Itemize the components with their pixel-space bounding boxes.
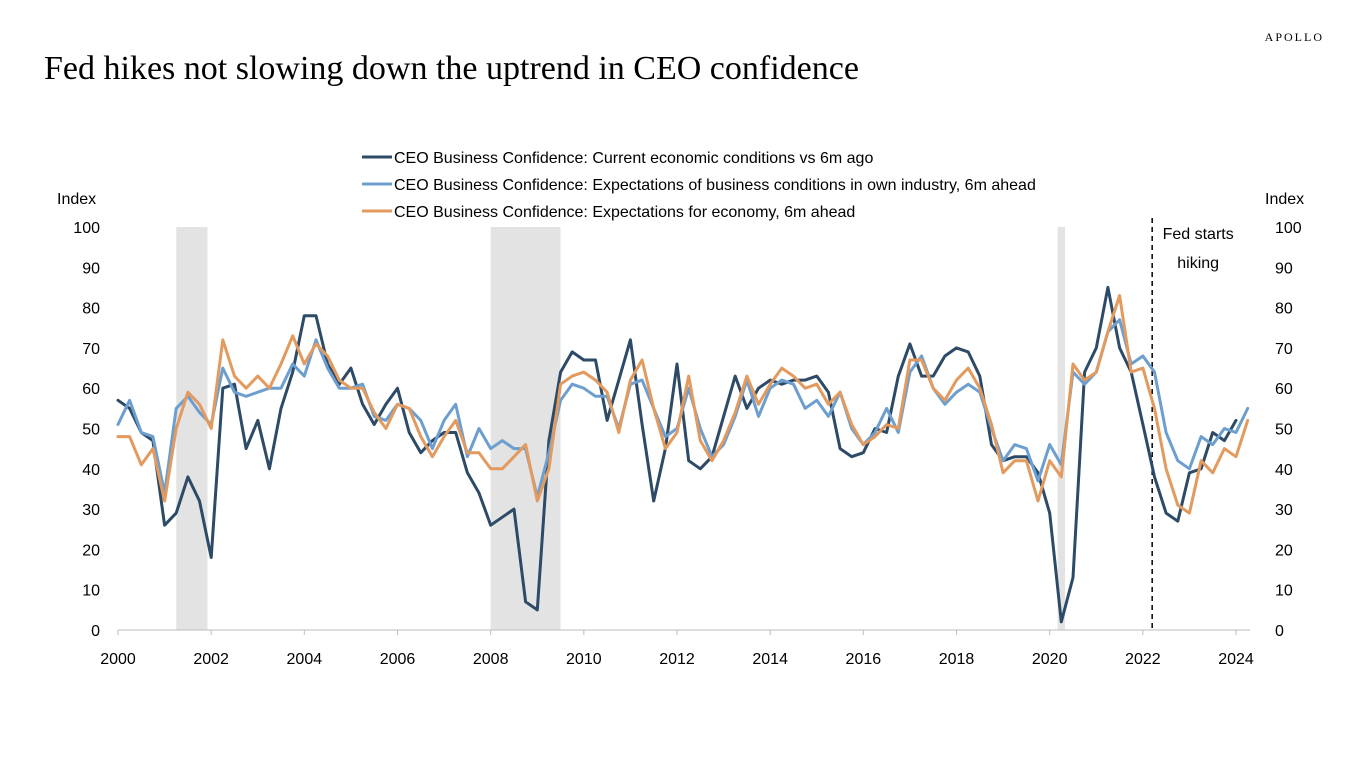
legend-label-economy: CEO Business Confidence: Expectations fo… <box>394 204 855 221</box>
y-left-tick-label-80: 80 <box>82 301 100 318</box>
x-tick-label-2022: 2022 <box>1125 651 1161 668</box>
y-left-tick-label-20: 20 <box>82 542 100 559</box>
x-tick-label-2002: 2002 <box>193 651 229 668</box>
recession-band-1 <box>490 227 561 630</box>
y-left-tick-label-10: 10 <box>82 583 100 600</box>
recession-band-0 <box>176 227 208 630</box>
brand-logo: APOLLO <box>1264 30 1324 44</box>
y-left-tick-label-0: 0 <box>91 623 100 640</box>
x-tick-label-2004: 2004 <box>287 651 323 668</box>
y-right-tick-label-50: 50 <box>1275 422 1293 439</box>
y-axis-right-ticks: 0 10 20 30 40 50 60 70 80 90 100 <box>1275 220 1302 640</box>
x-axis-ticks: 2000 2002 2004 2006 2008 2010 2012 2014 2016 2018… <box>100 630 1254 668</box>
recession-band-2 <box>1057 227 1066 630</box>
y-left-tick-label-40: 40 <box>82 462 100 479</box>
x-tick-label-2008: 2008 <box>473 651 509 668</box>
legend-label-industry: CEO Business Confidence: Expectations of… <box>394 177 1036 194</box>
legend-label-current: CEO Business Confidence: Current economi… <box>394 150 873 167</box>
y-axis-left-ticks: 0 10 20 30 40 50 60 70 80 90 100 <box>73 220 100 640</box>
x-tick-label-2016: 2016 <box>846 651 882 668</box>
legend: CEO Business Confidence: Current economi… <box>362 150 1036 221</box>
x-tick-label-2024: 2024 <box>1218 651 1254 668</box>
y-right-tick-label-40: 40 <box>1275 462 1293 479</box>
x-tick-label-2000: 2000 <box>100 651 136 668</box>
y-right-tick-label-20: 20 <box>1275 542 1293 559</box>
x-tick-label-2018: 2018 <box>939 651 975 668</box>
series-lines <box>116 285 1250 624</box>
y-right-tick-label-70: 70 <box>1275 341 1293 358</box>
y-right-tick-label-10: 10 <box>1275 583 1293 600</box>
y-right-tick-label-30: 30 <box>1275 502 1293 519</box>
y-right-tick-label-100: 100 <box>1275 220 1302 237</box>
x-tick-label-2006: 2006 <box>380 651 416 668</box>
y-left-tick-label-70: 70 <box>82 341 100 358</box>
fed-hiking-annotation: Fed starts hiking <box>1151 218 1234 630</box>
annotation-text-line-2: hiking <box>1177 255 1219 272</box>
series-line-current <box>116 285 1238 624</box>
x-tick-label-2020: 2020 <box>1032 651 1068 668</box>
chart-title: Fed hikes not slowing down the uptrend i… <box>44 50 859 87</box>
y-right-tick-label-80: 80 <box>1275 301 1293 318</box>
y-left-tick-label-30: 30 <box>82 502 100 519</box>
y-axis-right-label: Index <box>1265 191 1304 208</box>
y-right-tick-label-90: 90 <box>1275 260 1293 277</box>
y-axis-left-label: Index <box>57 191 96 208</box>
y-right-tick-label-60: 60 <box>1275 381 1293 398</box>
x-tick-label-2012: 2012 <box>659 651 695 668</box>
y-left-tick-label-100: 100 <box>73 220 100 237</box>
y-left-tick-label-60: 60 <box>82 381 100 398</box>
x-tick-label-2010: 2010 <box>566 651 602 668</box>
annotation-text-line-1: Fed starts <box>1163 226 1234 243</box>
series-line-economy <box>116 294 1250 515</box>
y-right-tick-label-0: 0 <box>1275 623 1284 640</box>
y-left-tick-label-90: 90 <box>82 260 100 277</box>
x-tick-label-2014: 2014 <box>752 651 788 668</box>
recession-shading <box>176 227 1066 630</box>
y-left-tick-label-50: 50 <box>82 422 100 439</box>
